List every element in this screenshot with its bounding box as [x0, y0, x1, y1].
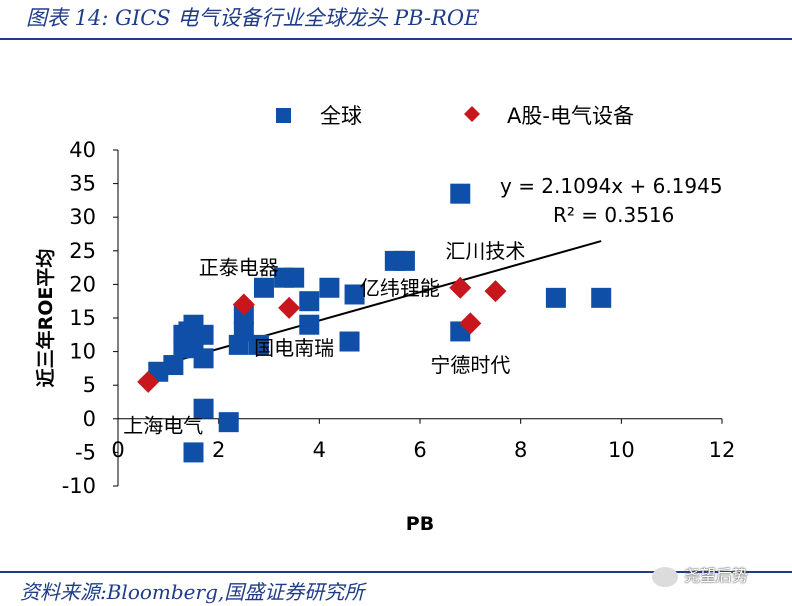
- y-axis-title: 近三年ROE平均: [34, 249, 57, 388]
- trendline-equation: y = 2.1094x + 6.1945: [500, 174, 723, 198]
- x-tick-label: 4: [313, 438, 326, 462]
- source-divider: [0, 571, 792, 573]
- trendline-r-squared: R² = 0.3516: [553, 203, 674, 227]
- global-point: [591, 287, 612, 308]
- legend: 全球 A股-电气设备: [276, 104, 634, 128]
- global-point: [253, 277, 274, 298]
- title-divider: [0, 38, 792, 40]
- global-point: [183, 442, 204, 463]
- a-share-point: [459, 312, 482, 335]
- global-point: [394, 250, 415, 271]
- a-share-point: [137, 370, 160, 393]
- x-tick-label: 10: [608, 438, 635, 462]
- x-tick-label: 2: [212, 438, 225, 462]
- company-label: 宁德时代: [430, 353, 510, 377]
- y-tick-label: 15: [69, 306, 96, 330]
- company-label: 正泰电器: [199, 256, 279, 280]
- global-point: [193, 398, 214, 419]
- a-share-point: [484, 280, 507, 303]
- y-tick-label: 20: [69, 272, 96, 296]
- global-point: [193, 348, 214, 369]
- company-label: 亿纬锂能: [360, 276, 440, 300]
- y-tick-label: 0: [83, 407, 96, 431]
- legend-diamond-marker: [464, 106, 480, 122]
- x-tick-label: 0: [111, 438, 124, 462]
- company-label: 汇川技术: [445, 239, 525, 263]
- legend-label-global: 全球: [320, 104, 362, 128]
- global-point: [545, 287, 566, 308]
- global-point: [339, 331, 360, 352]
- global-point: [233, 321, 254, 342]
- legend-square-marker: [276, 108, 291, 123]
- a-share-point: [449, 276, 472, 299]
- y-tick-label: 25: [69, 239, 96, 263]
- figure-title: 图表 14: GICS 电气设备行业全球龙头 PB-ROE: [26, 6, 480, 30]
- y-tick-label: 35: [69, 172, 96, 196]
- company-label: 上海电气: [123, 414, 203, 438]
- global-point: [299, 314, 320, 335]
- global-point: [163, 355, 184, 376]
- legend-label-a-share: A股-电气设备: [507, 104, 634, 128]
- global-point: [450, 183, 471, 204]
- x-axis-title: PB: [406, 513, 434, 535]
- x-tick-label: 12: [709, 438, 736, 462]
- x-tick-label: 6: [413, 438, 426, 462]
- scatter-chart: -10 -5 0 5 10 15 20 25 30 35 40 0 2 4 6 8 10 12 正泰电器亿纬锂能国…: [34, 104, 736, 535]
- x-tick-label: 8: [514, 438, 527, 462]
- global-point: [193, 324, 214, 345]
- company-label: 国电南瑞: [254, 336, 334, 360]
- global-point: [319, 277, 340, 298]
- tick-labels: -10 -5 0 5 10 15 20 25 30 35 40 0 2 4 6 8 10 12: [62, 138, 736, 498]
- watermark-text: 尧望后势: [684, 566, 749, 585]
- y-tick-label: 5: [83, 373, 96, 397]
- y-tick-label: -5: [75, 440, 96, 464]
- axes: [113, 149, 723, 487]
- global-point: [218, 412, 239, 433]
- wechat-icon: [652, 566, 678, 587]
- y-tick-label: 30: [69, 205, 96, 229]
- global-point: [344, 284, 365, 305]
- y-tick-label: 40: [69, 138, 96, 162]
- watermark: 尧望后势: [652, 562, 748, 587]
- data-marks: [137, 183, 612, 463]
- source-note: 资料来源:Bloomberg,国盛证券研究所: [20, 580, 365, 604]
- y-tick-label: 10: [69, 340, 96, 364]
- global-point: [284, 267, 305, 288]
- global-point: [299, 291, 320, 312]
- a-share-point: [232, 293, 255, 316]
- y-tick-label: -10: [62, 474, 96, 498]
- global-point: [248, 334, 269, 355]
- a-share-point: [278, 296, 301, 319]
